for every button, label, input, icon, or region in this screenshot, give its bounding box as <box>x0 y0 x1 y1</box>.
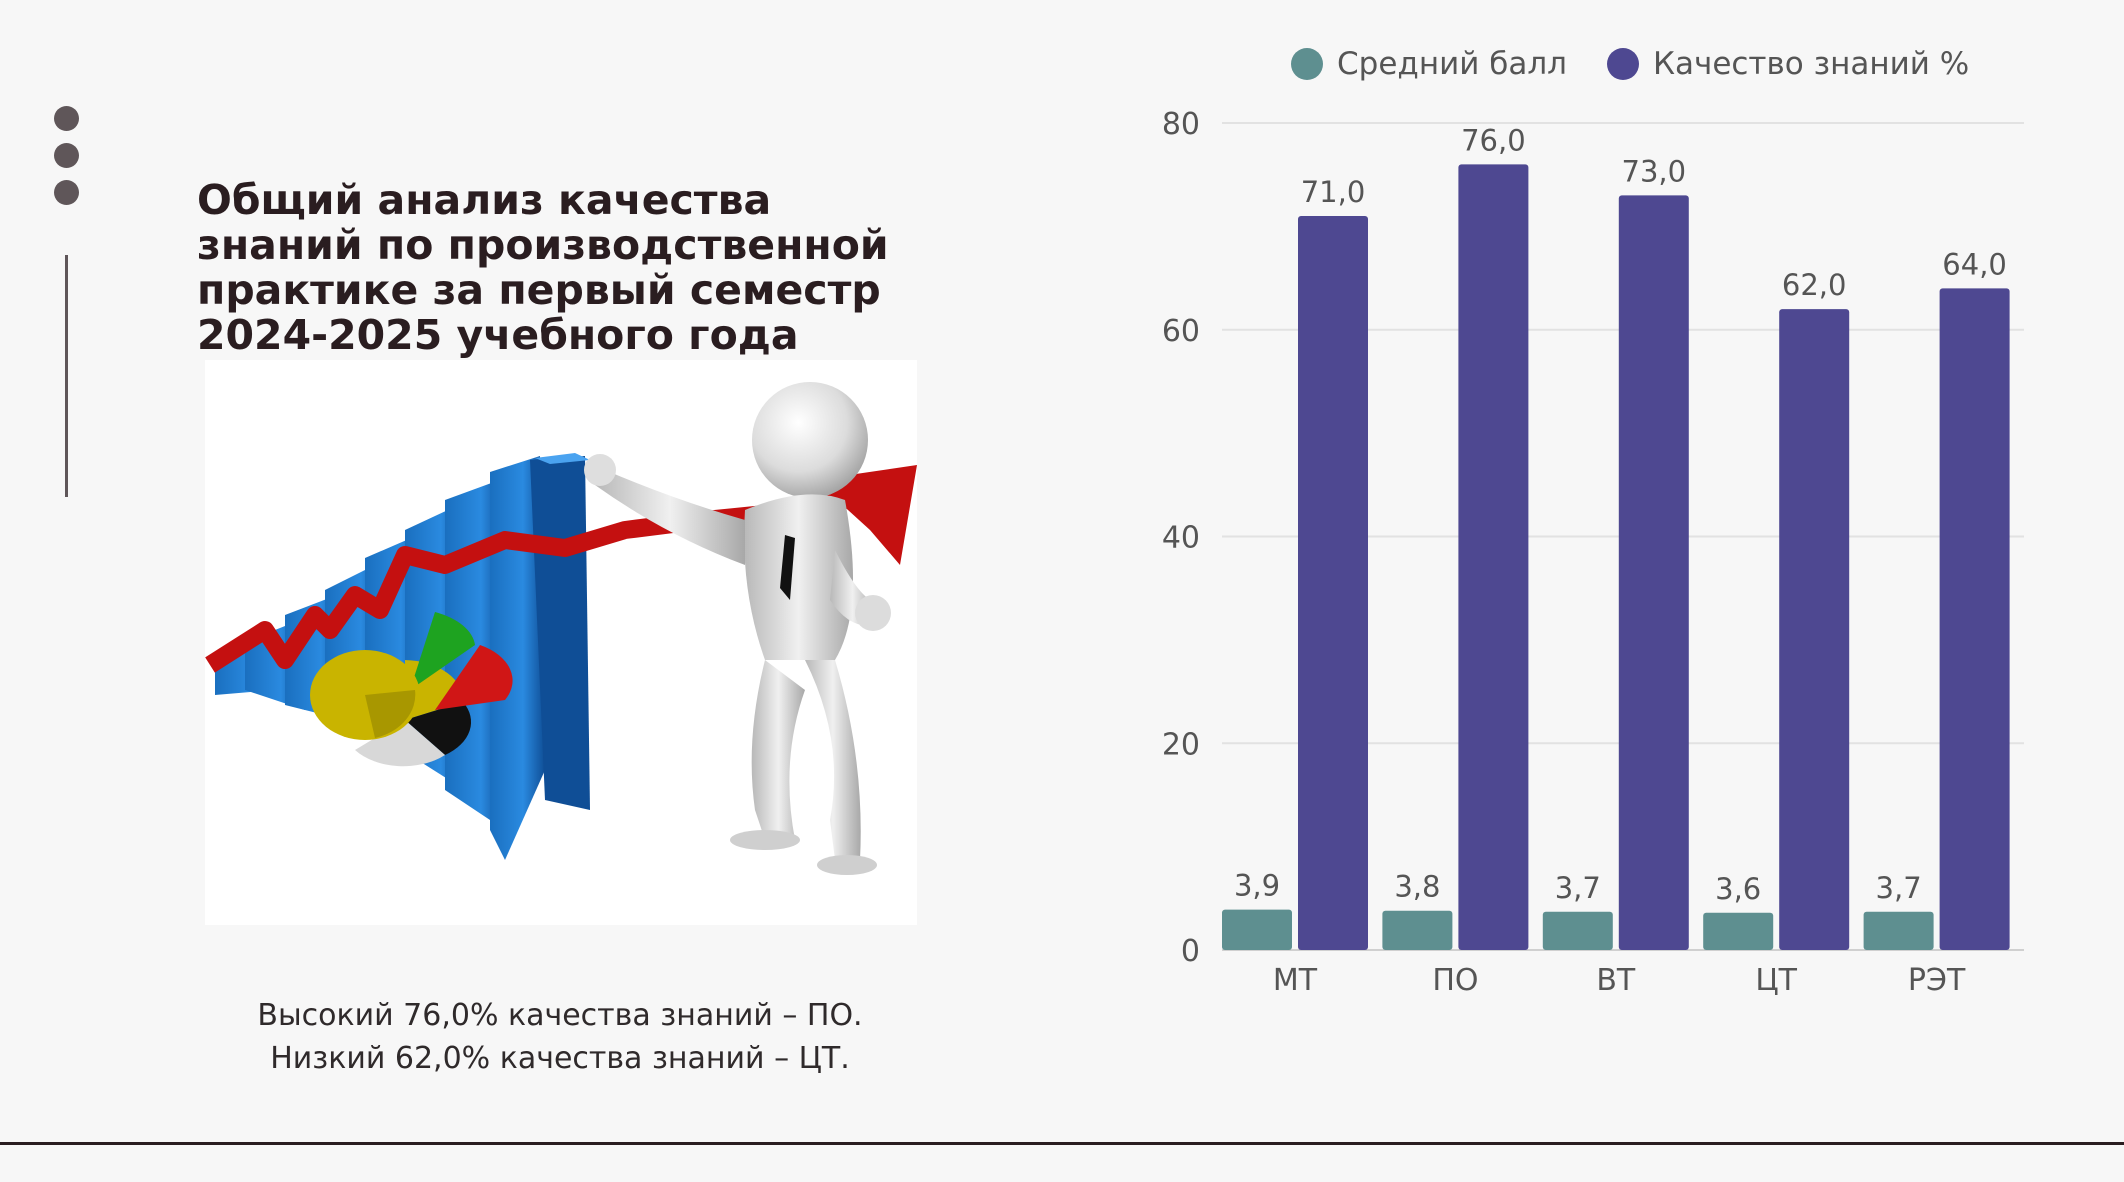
summary-text: Высокий 76,0% качества знаний – ПО. Низк… <box>160 994 960 1080</box>
bar-quality <box>1298 216 1368 951</box>
data-label: 3,7 <box>1555 871 1601 905</box>
decorative-dots <box>54 106 80 217</box>
title-line: знаний по производственной <box>197 221 889 269</box>
title-line: практике за первый семестр <box>197 266 881 314</box>
summary-low: Низкий 62,0% качества знаний – ЦТ. <box>270 1041 850 1076</box>
dot-icon <box>54 180 79 205</box>
data-label: 62,0 <box>1782 268 1847 302</box>
business-growth-illustration <box>205 360 917 925</box>
legend-label: Качество знаний % <box>1653 46 1969 82</box>
vertical-divider <box>65 255 68 497</box>
dot-icon <box>54 106 79 131</box>
data-label: 71,0 <box>1301 175 1366 209</box>
bar-quality <box>1458 164 1529 951</box>
bar-quality <box>1939 288 2010 950</box>
bar-average <box>1703 912 1774 950</box>
dot-icon <box>54 143 79 168</box>
y-tick-label: 40 <box>1162 521 1200 556</box>
data-label: 3,9 <box>1234 869 1280 903</box>
slide-title: Общий анализ качества знаний по производ… <box>197 178 977 358</box>
x-tick-label: МТ <box>1273 963 1318 998</box>
bar-quality <box>1779 309 1850 950</box>
bottom-divider <box>0 1142 2124 1145</box>
bar-average <box>1222 909 1292 950</box>
x-tick-label: ВТ <box>1596 963 1636 998</box>
title-line: Общий анализ качества <box>197 176 772 224</box>
data-label: 73,0 <box>1622 154 1687 188</box>
data-label: 3,8 <box>1394 870 1440 904</box>
x-tick-label: РЭТ <box>1908 963 1966 998</box>
bar-average <box>1382 910 1453 950</box>
y-tick-label: 60 <box>1162 314 1200 349</box>
data-label: 3,6 <box>1715 872 1761 906</box>
legend-marker-icon <box>1291 48 1323 80</box>
y-tick-label: 20 <box>1162 727 1200 762</box>
data-label: 76,0 <box>1461 123 1526 157</box>
bar-quality <box>1618 195 1689 951</box>
data-label: 3,7 <box>1876 871 1922 905</box>
legend-marker-icon <box>1607 48 1639 80</box>
data-label: 64,0 <box>1942 247 2007 281</box>
figure-icon <box>584 382 891 875</box>
pie-chart-icon <box>310 612 513 767</box>
summary-high: Высокий 76,0% качества знаний – ПО. <box>257 998 863 1033</box>
y-tick-label: 80 <box>1162 107 1200 142</box>
bar-average <box>1863 911 1934 950</box>
y-tick-label: 0 <box>1181 934 1200 969</box>
legend-label: Средний балл <box>1337 46 1567 82</box>
bar-chart: 0 20 40 60 80 3,9 71,0 МТ 3,8 76,0 ПО 3,7 73,0 ВТ 3,6 6… <box>1162 46 2024 998</box>
x-tick-label: ЦТ <box>1755 963 1797 998</box>
x-tick-label: ПО <box>1432 963 1478 998</box>
bar-average <box>1542 911 1613 950</box>
title-line: 2024-2025 учебного года <box>197 311 799 359</box>
